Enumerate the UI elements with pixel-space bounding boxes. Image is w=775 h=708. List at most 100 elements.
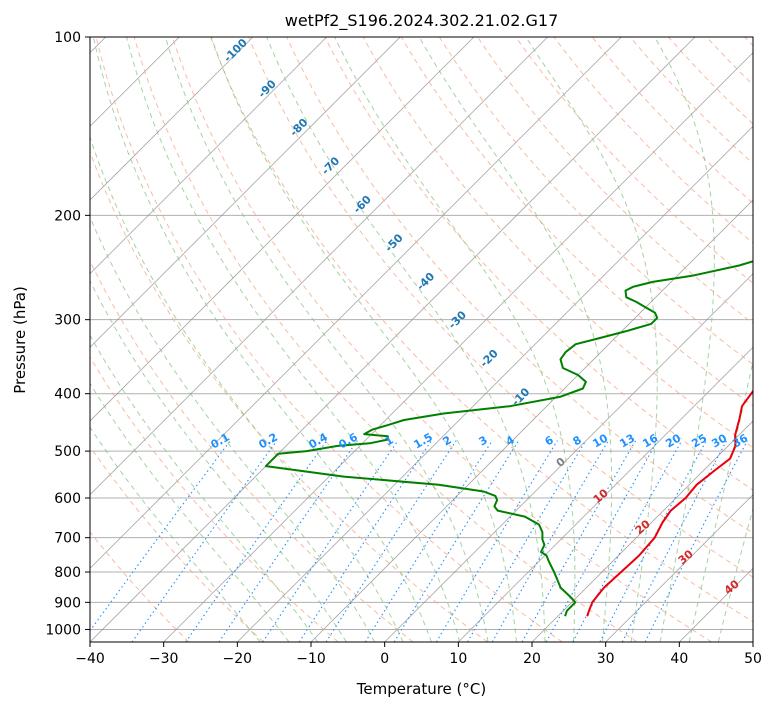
moist-adiabat-label: 30 — [676, 547, 696, 567]
dry-adiabat-label: -70 — [319, 154, 342, 177]
moist-adiabat-line — [90, 215, 376, 642]
x-tick-label: 40 — [670, 651, 688, 667]
moist-adiabat-line — [688, 358, 753, 642]
mixing-ratio-label: 2 — [441, 433, 454, 448]
moist-adiabat-line — [92, 37, 432, 642]
dry-adiabat-line — [171, 37, 712, 642]
mixing-ratio-label: 6 — [543, 433, 556, 448]
mixing-ratio-line — [185, 440, 328, 642]
y-tick-label: 900 — [54, 595, 81, 611]
mixing-ratio-line — [364, 440, 493, 642]
moist-adiabat-line — [126, 37, 461, 642]
isotherm-line — [90, 37, 254, 201]
y-tick-label: 800 — [54, 565, 81, 581]
x-tick-label: 30 — [597, 651, 615, 667]
mixing-ratio-label: 0.2 — [257, 430, 280, 451]
moist-adiabat-line — [90, 382, 290, 642]
dry-adiabat-line — [286, 37, 753, 534]
mixing-ratio-label: 8 — [571, 433, 584, 448]
dry-adiabat-line — [133, 37, 638, 642]
isotherm-line — [384, 273, 753, 642]
dry-adiabat-label: -60 — [351, 193, 374, 216]
dry-adiabat-line — [90, 150, 488, 642]
mixing-ratio-line — [131, 440, 278, 642]
dry-adiabat-label: -90 — [256, 77, 279, 100]
moist-adiabat-line — [525, 37, 658, 642]
y-tick-label: 700 — [54, 531, 81, 547]
isotherm-line — [752, 641, 753, 642]
dry-adiabat-line — [515, 37, 753, 284]
axes: −40 −30 −20 −10 0 10 20 30 40 5010020030040050060… — [45, 30, 762, 667]
mixing-ratio-line — [521, 440, 637, 642]
dewpoint-line — [264, 260, 753, 617]
dry-adiabat-line — [248, 37, 753, 578]
mixing-ratio-line — [90, 440, 231, 632]
dry-adiabat-label: -30 — [446, 308, 469, 331]
isotherm-line — [90, 37, 401, 348]
dry-adiabat-line — [90, 259, 414, 642]
mixing-ratio-line — [435, 440, 558, 642]
x-tick-label: −10 — [296, 651, 326, 667]
moist-adiabat-line — [90, 426, 261, 642]
x-tick-label: −20 — [223, 651, 253, 667]
isotherm-line — [679, 567, 753, 642]
y-tick-label: 400 — [54, 387, 81, 403]
dry-adiabat-label: -50 — [382, 231, 405, 254]
x-axis-label: Temperature (°C) — [356, 680, 486, 698]
mixing-ratio-label: 16 — [640, 431, 660, 450]
mixing-ratio-line — [325, 440, 457, 642]
isotherm-line — [90, 37, 327, 275]
moist-adiabat-label: 40 — [722, 577, 742, 597]
temperature-line — [586, 389, 753, 617]
moist-adiabat-line — [90, 334, 319, 642]
mixing-ratio-line — [262, 440, 399, 642]
dry-adiabat-line — [95, 37, 563, 642]
dry-adiabat-line — [90, 531, 190, 642]
y-tick-label: 500 — [54, 444, 81, 460]
dry-adiabat-label: -80 — [287, 116, 310, 139]
y-axis-label: Pressure (hPa) — [11, 286, 29, 394]
y-tick-label: 300 — [54, 313, 81, 329]
isotherm-line — [531, 420, 753, 642]
y-tick-label: 1000 — [45, 622, 81, 638]
mixing-ratio-line — [545, 440, 659, 642]
isotherm-line — [605, 494, 753, 642]
moist-adiabat-line — [266, 37, 546, 642]
moist-adiabat-line — [90, 135, 404, 642]
moist-adiabat-line — [164, 37, 489, 642]
y-tick-label: 100 — [54, 30, 81, 46]
plot-frame — [89, 36, 754, 643]
dry-adiabat-line — [90, 445, 264, 642]
moist-adiabat-line — [717, 506, 753, 642]
dry-adiabat-label: -100 — [221, 36, 250, 65]
mixing-ratio-label: 1 — [383, 433, 396, 448]
mixing-ratio-label: 13 — [617, 432, 637, 451]
x-tick-label: −40 — [75, 651, 105, 667]
dry-adiabat-line — [90, 356, 339, 642]
mixing-ratio-label: 3 — [477, 433, 490, 448]
dry-adiabat-line — [477, 37, 753, 325]
dry-adiabat-line — [744, 37, 753, 47]
mixing-ratio-label: 10 — [590, 431, 610, 450]
mixing-ratio-label: 0.6 — [337, 430, 361, 451]
moist-adiabat-label: 20 — [633, 517, 653, 537]
x-tick-label: 20 — [523, 651, 541, 667]
isotherm-line — [163, 52, 753, 642]
mixing-ratio-line — [621, 440, 728, 642]
x-tick-label: 10 — [449, 651, 467, 667]
mixing-ratio-line — [599, 440, 707, 642]
dry-adiabat-line — [706, 37, 753, 86]
dry-adiabat-label: -40 — [414, 270, 437, 293]
y-tick-label: 600 — [54, 491, 81, 507]
dry-adiabat-line — [210, 37, 753, 623]
profile-lines — [264, 260, 753, 617]
moist-adiabat-line — [334, 37, 576, 642]
moist-adiabat-line — [418, 37, 613, 642]
mixing-ratio-line — [644, 440, 748, 642]
moist-adiabat-label: 10 — [591, 486, 611, 506]
x-tick-label: −30 — [149, 651, 179, 667]
dry-adiabat-line — [438, 37, 753, 366]
x-tick-label: 50 — [744, 651, 762, 667]
